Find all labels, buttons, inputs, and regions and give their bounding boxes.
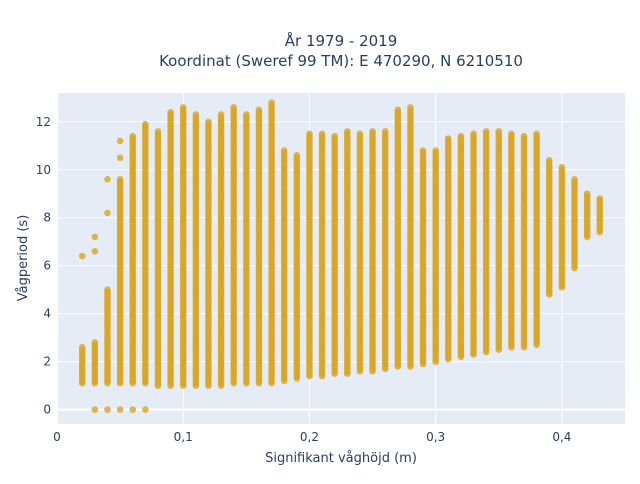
data-point xyxy=(104,286,111,293)
data-point xyxy=(129,132,137,140)
data-point xyxy=(457,132,465,140)
y-tick-label: 0 xyxy=(43,403,51,417)
data-point xyxy=(205,118,212,126)
data-point xyxy=(116,406,124,413)
data-point xyxy=(142,120,149,128)
x-tick-labels: 0 0,1 0,2 0,3 0,4 xyxy=(53,430,571,444)
x-tick-label: 0,1 xyxy=(174,430,193,444)
data-point xyxy=(394,106,402,114)
y-axis-label: Vågperiod (s) xyxy=(16,215,31,302)
x-tick-label: 0,4 xyxy=(552,430,571,444)
data-point xyxy=(369,128,376,135)
data-point xyxy=(293,152,301,159)
data-point xyxy=(470,130,477,138)
data-point xyxy=(116,137,124,145)
data-point xyxy=(306,130,313,138)
data-point xyxy=(78,343,86,351)
data-point xyxy=(533,130,540,138)
data-point xyxy=(104,406,111,413)
data-point xyxy=(142,406,149,413)
data-point xyxy=(243,111,250,118)
data-point xyxy=(91,406,99,413)
y-tick-label: 2 xyxy=(43,355,51,369)
data-point xyxy=(78,252,86,260)
data-point xyxy=(482,128,490,135)
data-point xyxy=(381,128,389,135)
data-point xyxy=(91,233,99,241)
data-point xyxy=(318,130,326,138)
data-point xyxy=(344,128,351,135)
y-tick-label: 12 xyxy=(36,115,51,129)
data-point xyxy=(230,104,238,111)
y-tick-label: 8 xyxy=(43,211,51,225)
data-point xyxy=(419,147,427,154)
data-point xyxy=(596,195,604,202)
data-point xyxy=(217,111,225,118)
data-point xyxy=(154,128,162,135)
data-point xyxy=(583,190,591,198)
data-point xyxy=(192,111,200,118)
data-points xyxy=(78,99,604,413)
data-point xyxy=(104,209,111,217)
y-tick-label: 4 xyxy=(43,307,51,321)
data-point xyxy=(508,130,515,138)
y-tick-label: 10 xyxy=(36,163,51,177)
data-point xyxy=(91,339,99,346)
chart-title-line2: Koordinat (Sweref 99 TM): E 470290, N 62… xyxy=(159,52,523,70)
data-point xyxy=(280,147,288,154)
x-tick-label: 0,2 xyxy=(300,430,319,444)
data-point xyxy=(129,406,137,413)
data-point xyxy=(495,128,503,135)
y-tick-label: 6 xyxy=(43,259,51,273)
x-tick-label: 0,3 xyxy=(426,430,445,444)
x-tick-label: 0 xyxy=(53,430,61,444)
data-point xyxy=(179,104,187,111)
data-point xyxy=(255,106,263,114)
data-point xyxy=(167,108,174,116)
data-point xyxy=(331,132,338,140)
data-point xyxy=(520,132,528,140)
data-point xyxy=(432,147,439,154)
data-point xyxy=(545,156,553,164)
plot-area xyxy=(57,93,625,424)
data-point xyxy=(444,135,452,142)
data-point xyxy=(571,176,578,183)
data-point xyxy=(116,154,124,162)
data-point xyxy=(268,99,275,106)
data-point xyxy=(91,248,99,255)
x-axis-label: Signifikant våghöjd (m) xyxy=(265,451,417,466)
data-point xyxy=(407,104,414,111)
data-point xyxy=(558,164,566,171)
chart-title-line1: År 1979 - 2019 xyxy=(285,31,398,50)
y-tick-labels: 0 2 4 6 8 10 12 xyxy=(36,115,51,417)
data-point xyxy=(104,176,111,183)
data-point xyxy=(356,130,364,138)
data-point xyxy=(116,176,124,183)
